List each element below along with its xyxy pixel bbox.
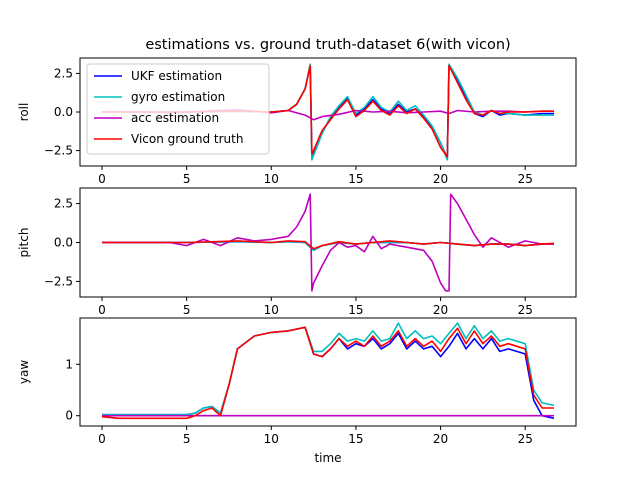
x-tick-label: 20 <box>433 172 448 186</box>
x-tick-label: 0 <box>98 172 106 186</box>
x-tick-label: 0 <box>98 303 106 317</box>
y-tick-label: 0.0 <box>54 105 73 119</box>
series-group <box>102 193 555 292</box>
y-tick-label: 2.5 <box>54 197 73 211</box>
series-line-vicon-ground-truth <box>101 326 554 420</box>
x-axis-label: time <box>314 451 341 465</box>
x-tick-label: 10 <box>264 172 279 186</box>
x-tick-label: 20 <box>433 303 448 317</box>
x-tick-label: 20 <box>433 432 448 446</box>
x-tick-label: 25 <box>518 303 533 317</box>
x-tick-label: 0 <box>98 432 106 446</box>
x-tick-label: 5 <box>183 432 191 446</box>
series-line-vicon-ground-truth <box>102 240 555 250</box>
x-tick-label: 15 <box>348 432 363 446</box>
y-axis-label: pitch <box>17 228 31 258</box>
legend-entry: UKF estimation <box>131 69 222 83</box>
y-tick-label: 2.5 <box>54 66 73 80</box>
subplot-pitch: 0 5 10 15 20 25 −2.5 0.0 2.5 pitch <box>17 187 577 317</box>
series-line-vicon-ground-truth <box>102 64 554 158</box>
x-tick-label: 25 <box>518 432 533 446</box>
legend-entry: Vicon ground truth <box>131 132 243 146</box>
x-tick-label: 5 <box>183 172 191 186</box>
x-tick-label: 10 <box>264 432 279 446</box>
series-line-acc-estimation <box>102 193 554 292</box>
y-tick-label: 1 <box>65 357 73 371</box>
series-group <box>101 322 555 420</box>
y-axis-label: roll <box>17 103 31 122</box>
x-tick-label: 15 <box>348 172 363 186</box>
chart-title: estimations vs. ground truth-dataset 6(w… <box>145 37 510 53</box>
series-line-gyro-estimation <box>102 322 555 416</box>
subplot-yaw: 0 5 10 15 20 25 0 1 yaw time <box>17 317 577 465</box>
legend-box <box>86 63 270 155</box>
x-tick-label: 5 <box>183 303 191 317</box>
y-tick-label: −2.5 <box>44 274 73 288</box>
y-tick-label: −2.5 <box>44 144 73 158</box>
y-tick-label: 0 <box>65 409 73 423</box>
x-tick-label: 25 <box>518 172 533 186</box>
x-tick-label: 10 <box>264 303 279 317</box>
y-tick-label: 0.0 <box>54 236 73 250</box>
legend-entry: gyro estimation <box>131 90 225 104</box>
x-tick-label: 15 <box>348 303 363 317</box>
legend-entry: acc estimation <box>131 111 219 125</box>
legend: UKF estimation gyro estimation acc estimat… <box>86 63 270 155</box>
y-axis-label: yaw <box>17 360 31 384</box>
axes-frame <box>79 317 577 427</box>
